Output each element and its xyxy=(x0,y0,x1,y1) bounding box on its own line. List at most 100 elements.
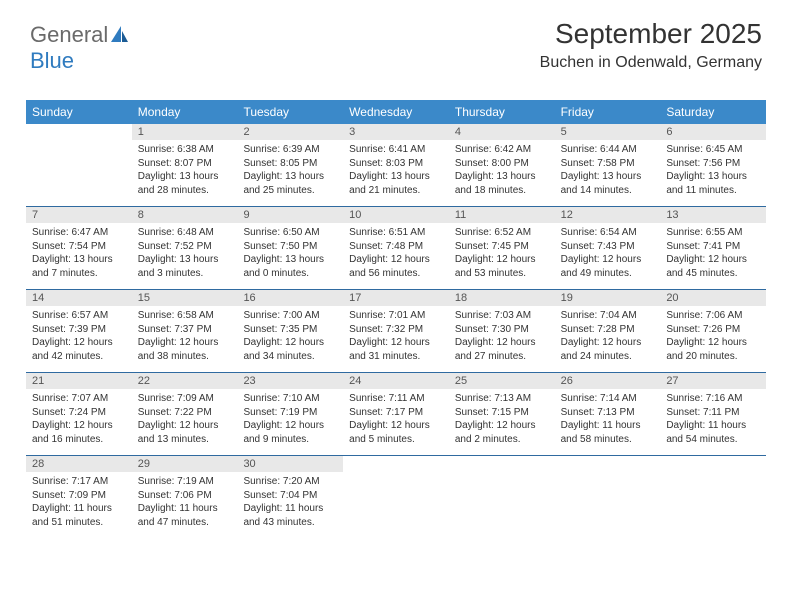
day-header-cell: Monday xyxy=(132,100,238,124)
sunrise-line: Sunrise: 6:42 AM xyxy=(455,144,531,155)
calendar-cell: 6Sunrise: 6:45 AMSunset: 7:56 PMDaylight… xyxy=(660,124,766,206)
sunrise-line: Sunrise: 6:48 AM xyxy=(138,227,214,238)
sunset-line: Sunset: 7:32 PM xyxy=(349,324,423,335)
daylight-line: Daylight: 12 hours and 13 minutes. xyxy=(138,420,219,445)
daylight-line: Daylight: 12 hours and 49 minutes. xyxy=(561,254,642,279)
day-details: Sunrise: 7:16 AMSunset: 7:11 PMDaylight:… xyxy=(660,389,766,452)
day-details: Sunrise: 7:13 AMSunset: 7:15 PMDaylight:… xyxy=(449,389,555,452)
calendar-cell: 10Sunrise: 6:51 AMSunset: 7:48 PMDayligh… xyxy=(343,207,449,289)
calendar-cell: 29Sunrise: 7:19 AMSunset: 7:06 PMDayligh… xyxy=(132,456,238,538)
sunset-line: Sunset: 7:50 PM xyxy=(243,241,317,252)
sunrise-line: Sunrise: 7:01 AM xyxy=(349,310,425,321)
day-details: Sunrise: 6:51 AMSunset: 7:48 PMDaylight:… xyxy=(343,223,449,286)
day-header-cell: Saturday xyxy=(660,100,766,124)
daylight-line: Daylight: 12 hours and 45 minutes. xyxy=(666,254,747,279)
day-details: Sunrise: 6:38 AMSunset: 8:07 PMDaylight:… xyxy=(132,140,238,203)
day-details: Sunrise: 7:10 AM Sunset: 7:19 PM Daylight:… xyxy=(237,389,343,452)
day-details: Sunrise: 7:11 AMSunset: 7:17 PMDaylight:… xyxy=(343,389,449,452)
sunrise-line: Sunrise: 7:03 AM xyxy=(455,310,531,321)
sunrise-line: Sunrise: 6:58 AM xyxy=(138,310,214,321)
daylight-line: Daylight: 12 hours and 9 minutes. xyxy=(243,420,324,445)
calendar-cell: 30Sunrise: 7:20 AMSunset: 7:04 PMDayligh… xyxy=(237,456,343,538)
sunset-line: Sunset: 7:37 PM xyxy=(138,324,212,335)
sunset-line: Sunset: 7:26 PM xyxy=(666,324,740,335)
day-details: Sunrise: 7:20 AMSunset: 7:04 PMDaylight:… xyxy=(237,472,343,535)
sunset-line: Sunset: 8:00 PM xyxy=(455,158,529,169)
calendar-cell: 5Sunrise: 6:44 AMSunset: 7:58 PMDaylight… xyxy=(555,124,661,206)
day-details: Sunrise: 6:41 AMSunset: 8:03 PMDaylight:… xyxy=(343,140,449,203)
day-details: Sunrise: 6:45 AM Sunset: 7:56 PM Daylight:… xyxy=(660,140,766,203)
daylight-line: Daylight: 13 hours and 14 minutes. xyxy=(561,171,642,196)
day-details: Sunrise: 6:54 AMSunset: 7:43 PMDaylight:… xyxy=(555,223,661,286)
day-number: 27 xyxy=(660,373,766,389)
calendar-cell xyxy=(555,456,661,538)
header: September 2025 Buchen in Odenwald, Germa… xyxy=(540,18,762,72)
sunrise-line: Sunrise: 7:14 AM xyxy=(561,393,637,404)
sunrise-line: Sunrise: 6:50 AM xyxy=(243,227,319,238)
daylight-line: Daylight: 11 hours and 47 minutes. xyxy=(138,503,218,528)
day-header-cell: Wednesday xyxy=(343,100,449,124)
daylight-line: Daylight: 13 hours and 0 minutes. xyxy=(243,254,324,279)
week-row: 28Sunrise: 7:17 AMSunset: 7:09 PMDayligh… xyxy=(26,456,766,538)
day-details: Sunrise: 6:47 AMSunset: 7:54 PMDaylight:… xyxy=(26,223,132,286)
sunrise-line: Sunrise: 7:20 AM xyxy=(243,476,319,487)
sunrise-line: Sunrise: 6:41 AM xyxy=(349,144,425,155)
daylight-line: Daylight: 11 hours and 54 minutes. xyxy=(666,420,746,445)
calendar-cell xyxy=(449,456,555,538)
daylight-line: Daylight: 12 hours and 16 minutes. xyxy=(32,420,113,445)
sunset-line: Sunset: 7:45 PM xyxy=(455,241,529,252)
sunset-line: Sunset: 7:19 PM xyxy=(243,407,317,418)
day-details: Sunrise: 7:09 AMSunset: 7:22 PMDaylight:… xyxy=(132,389,238,452)
sunrise-line: Sunrise: 7:07 AM xyxy=(32,393,108,404)
day-details: Sunrise: 7:14 AMSunset: 7:13 PMDaylight:… xyxy=(555,389,661,452)
calendar-cell: 9 Sunrise: 6:50 AM Sunset: 7:50 PM Daylight… xyxy=(237,207,343,289)
day-number: 21 xyxy=(26,373,132,389)
calendar-cell: 27Sunrise: 7:16 AMSunset: 7:11 PMDayligh… xyxy=(660,373,766,455)
sunrise-line: Sunrise: 6:39 AM xyxy=(243,144,319,155)
sunset-line: Sunset: 7:30 PM xyxy=(455,324,529,335)
day-details: Sunrise: 6:50 AM Sunset: 7:50 PM Daylight:… xyxy=(237,223,343,286)
calendar: SundayMondayTuesdayWednesdayThursdayFrid… xyxy=(26,100,766,538)
sunset-line: Sunset: 7:56 PM xyxy=(666,158,740,169)
day-number: 4 xyxy=(449,124,555,140)
sunset-line: Sunset: 7:41 PM xyxy=(666,241,740,252)
day-details: Sunrise: 6:48 AMSunset: 7:52 PMDaylight:… xyxy=(132,223,238,286)
day-details: Sunrise: 7:19 AMSunset: 7:06 PMDaylight:… xyxy=(132,472,238,535)
day-number: 10 xyxy=(343,207,449,223)
daylight-line: Daylight: 13 hours and 11 minutes. xyxy=(666,171,747,196)
week-row: 7Sunrise: 6:47 AMSunset: 7:54 PMDaylight… xyxy=(26,207,766,290)
day-number: 13 xyxy=(660,207,766,223)
month-title: September 2025 xyxy=(540,18,762,50)
sunset-line: Sunset: 7:11 PM xyxy=(666,407,739,418)
day-details: Sunrise: 6:44 AMSunset: 7:58 PMDaylight:… xyxy=(555,140,661,203)
daylight-line: Daylight: 13 hours and 21 minutes. xyxy=(349,171,430,196)
daylight-line: Daylight: 11 hours and 51 minutes. xyxy=(32,503,112,528)
sunset-line: Sunset: 7:35 PM xyxy=(243,324,317,335)
sunset-line: Sunset: 7:09 PM xyxy=(32,490,106,501)
sunrise-line: Sunrise: 6:45 AM xyxy=(666,144,742,155)
day-number: 26 xyxy=(555,373,661,389)
daylight-line: Daylight: 13 hours and 28 minutes. xyxy=(138,171,219,196)
daylight-line: Daylight: 13 hours and 7 minutes. xyxy=(32,254,113,279)
day-number: 17 xyxy=(343,290,449,306)
daylight-line: Daylight: 12 hours and 38 minutes. xyxy=(138,337,219,362)
day-details: Sunrise: 7:17 AMSunset: 7:09 PMDaylight:… xyxy=(26,472,132,535)
sunrise-line: Sunrise: 7:00 AM xyxy=(243,310,319,321)
day-details: Sunrise: 6:55 AMSunset: 7:41 PMDaylight:… xyxy=(660,223,766,286)
logo-text-blue: Blue xyxy=(30,48,74,73)
sunrise-line: Sunrise: 6:54 AM xyxy=(561,227,637,238)
day-details: Sunrise: 7:01 AMSunset: 7:32 PMDaylight:… xyxy=(343,306,449,369)
sunset-line: Sunset: 8:07 PM xyxy=(138,158,212,169)
day-number: 9 xyxy=(237,207,343,223)
day-number: 1 xyxy=(132,124,238,140)
daylight-line: Daylight: 12 hours and 24 minutes. xyxy=(561,337,642,362)
daylight-line: Daylight: 12 hours and 34 minutes. xyxy=(243,337,324,362)
day-details: Sunrise: 6:58 AM Sunset: 7:37 PM Daylight:… xyxy=(132,306,238,369)
calendar-cell: 11Sunrise: 6:52 AMSunset: 7:45 PMDayligh… xyxy=(449,207,555,289)
day-number: 24 xyxy=(343,373,449,389)
calendar-cell xyxy=(343,456,449,538)
calendar-cell: 23Sunrise: 7:10 AMSunset: 7:19 PMDayligh… xyxy=(237,373,343,455)
sunrise-line: Sunrise: 7:10 AM xyxy=(243,393,319,404)
sunset-line: Sunset: 7:15 PM xyxy=(455,407,529,418)
daylight-line: Daylight: 13 hours and 18 minutes. xyxy=(455,171,536,196)
